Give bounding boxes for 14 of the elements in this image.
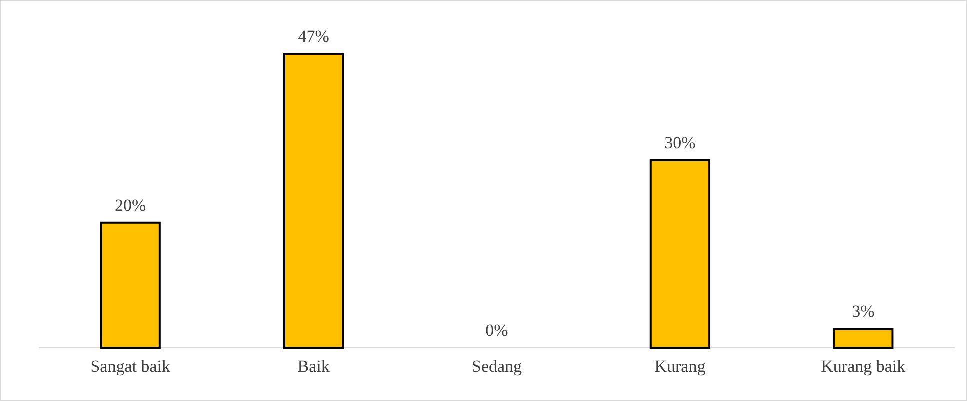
data-label: 3% [852,302,875,322]
bar [283,53,344,349]
x-tick-label: Sangat baik [90,357,171,376]
data-label: 47% [298,27,330,46]
x-tick-label: Sedang [472,357,523,376]
x-tick-label: Kurang baik [821,357,906,376]
x-tick-label: Baik [298,357,330,376]
bar [650,159,711,349]
bar [833,328,894,349]
bar [100,222,161,349]
data-label: 30% [664,133,696,152]
data-label: 20% [115,196,146,215]
x-tick-label: Kurang [654,357,706,376]
data-label: 0% [486,321,508,340]
